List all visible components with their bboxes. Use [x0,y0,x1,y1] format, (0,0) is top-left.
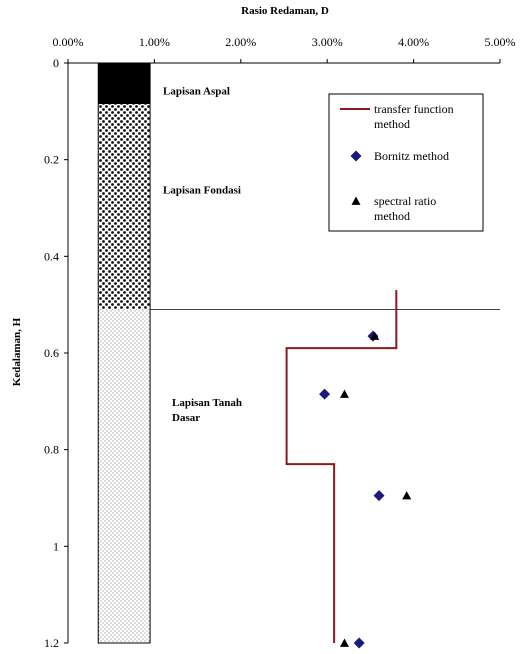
triangle-point [339,638,349,647]
legend-diamond-swatch [350,150,362,162]
y-tick-label: 0 [53,56,59,70]
diamond-point [353,637,365,649]
x-tick-label: 2.00% [225,35,256,49]
x-tick-label: 0.00% [53,35,84,49]
y-tick-label: 0.2 [44,153,59,167]
layer-solid [98,63,151,105]
y-tick-label: 0.8 [44,443,59,457]
x-tick-label: 5.00% [485,35,516,49]
chart-title: Rasio Redaman, D [241,5,329,17]
x-tick-label: 3.00% [312,35,343,49]
soil-column: Lapisan Aspal Lapisan Fondasi Lapisan Tana… [97,62,500,644]
triangle-point [402,491,412,500]
legend-triangle-swatch [351,196,361,205]
y-axis-ticks: 0 0.2 0.4 0.6 0.8 1 1.2 [44,56,68,650]
triangle-point [339,389,349,398]
y-tick-label: 0.6 [44,346,59,360]
layer-label: Lapisan Fondasi [163,185,241,197]
layer-label: Lapisan Aspal [163,85,230,97]
y-tick-label: 0.4 [44,249,59,263]
axes [67,62,500,643]
legend-entry-label: Bornitz method [374,149,449,163]
diamond-point [373,490,385,502]
y-tick-label: 1.2 [44,636,59,650]
legend-entry-label: spectral ratio [374,194,436,208]
legend-entry-label: transfer function [374,102,454,116]
transfer-function-line [285,290,398,643]
layer-label: Lapisan Tanah [172,397,242,409]
layer-label: Dasar [172,412,200,424]
y-axis-label: Kedalaman, H [11,317,23,386]
y-tick-label: 1 [53,539,59,553]
legend-entry-label: method [374,209,410,223]
triangle-point [370,331,380,340]
x-tick-label: 1.00% [139,35,170,49]
legend-entry-label: method [374,117,410,131]
legend-box [328,93,484,232]
diamond-point [319,388,331,400]
layer-fine-dots [98,309,151,643]
layer-coarse-dots [98,104,151,310]
x-tick-label: 4.00% [398,35,429,49]
data-series [285,290,412,649]
x-axis-ticks: 0.00% 1.00% 2.00% 3.00% 4.00% 5.00% [53,35,516,63]
